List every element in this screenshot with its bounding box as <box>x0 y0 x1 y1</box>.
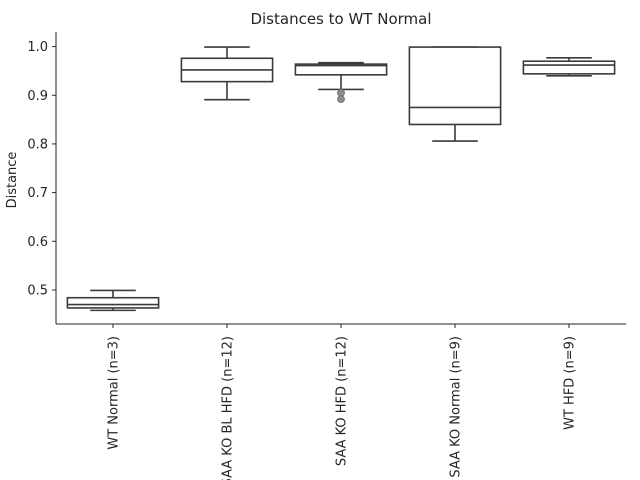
x-ticks: WT Normal (n=3) SAA KO BL HFD (n=12) SAA K… <box>107 324 578 480</box>
chart-title: Distances to WT Normal <box>250 10 431 28</box>
boxes <box>66 46 616 312</box>
box-group <box>66 289 160 312</box>
y-tick-label: 0.9 <box>27 89 48 104</box>
box-group <box>180 46 274 101</box>
outlier-point <box>337 95 345 104</box>
y-tick-label: 0.6 <box>27 235 48 250</box>
x-tick-label: SAA KO HFD (n=12) <box>335 336 350 466</box>
y-tick-label: 0.8 <box>27 137 48 152</box>
y-tick-label: 0.7 <box>27 186 48 201</box>
box-iqr <box>66 296 160 309</box>
y-axis-label: Distance <box>5 152 20 209</box>
box-group <box>294 61 388 104</box>
box-iqr <box>408 46 502 126</box>
y-tick-label: 0.5 <box>27 283 48 298</box>
y-tick-label: 1.0 <box>27 40 48 55</box>
x-tick-label: SAA KO Normal (n=9) <box>449 336 464 478</box>
box-iqr <box>294 63 388 76</box>
x-tick-label: SAA KO BL HFD (n=12) <box>221 336 236 480</box>
y-ticks: 0.5 0.6 0.7 0.8 0.9 1.0 <box>27 40 56 298</box>
box-iqr <box>522 60 616 75</box>
box-group <box>522 56 616 77</box>
x-tick-label: WT Normal (n=3) <box>107 336 122 450</box>
x-tick-label: WT HFD (n=9) <box>563 336 578 430</box>
box-group <box>408 46 502 142</box>
